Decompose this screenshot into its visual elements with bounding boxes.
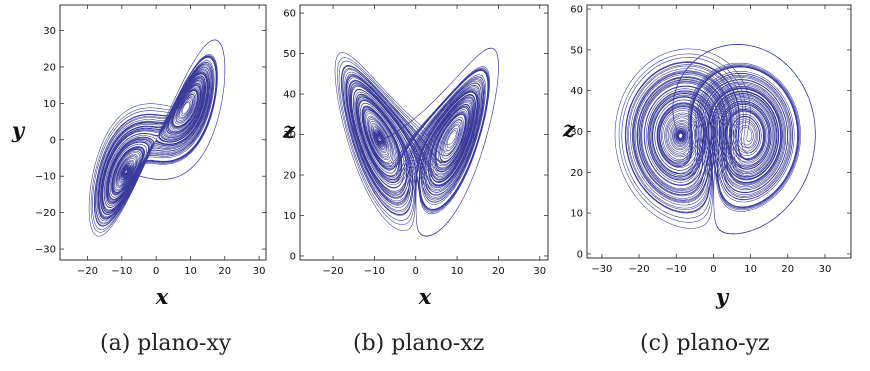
plot-frame: [299, 4, 549, 261]
y-tick-label: 0: [50, 135, 56, 146]
x-tick-label: 20: [781, 264, 794, 275]
y-tick-label: 50: [283, 49, 296, 60]
panel-b-xz-plane: −20 −10 0 10 20 30 0 10 20 30 40 50 60 x z (b) plano-xz: [282, 4, 549, 356]
y-tick-label: 50: [570, 45, 583, 56]
x-tick-label: 30: [819, 264, 832, 275]
x-tick-label: −10: [111, 266, 132, 277]
x-tick-label: 0: [153, 266, 159, 277]
y-tick-label: 0: [290, 251, 296, 262]
y-tick-label: 10: [43, 99, 56, 110]
x-axis-label: x: [155, 284, 169, 309]
y-axis-label: z: [282, 118, 296, 143]
x-tick-label: 30: [253, 266, 266, 277]
y-tick-label: 40: [570, 86, 583, 97]
x-tick-label: 30: [533, 266, 546, 277]
x-tick-label: −20: [629, 264, 650, 275]
x-tick-label: 20: [492, 266, 505, 277]
x-tick-label: 20: [218, 266, 231, 277]
x-tick-label: −10: [364, 266, 385, 277]
x-axis-label: x: [418, 284, 432, 309]
x-tick-label: −30: [591, 264, 612, 275]
y-tick-label: 30: [570, 127, 583, 138]
y-tick-label: 60: [570, 5, 583, 16]
x-tick-label: −20: [323, 266, 344, 277]
y-axis-label: y: [11, 118, 26, 143]
trajectory-line: [334, 47, 499, 237]
plot-frame: [59, 4, 267, 261]
x-tick-label: 10: [744, 264, 757, 275]
y-tick-label: −20: [35, 208, 56, 219]
y-axis-label: z: [562, 117, 576, 142]
x-tick-label: 0: [710, 264, 716, 275]
y-tick-label: 20: [43, 62, 56, 73]
y-tick-label: 30: [283, 130, 296, 141]
panel-caption: (a) plano-xy: [100, 331, 232, 356]
x-tick-label: −10: [666, 264, 687, 275]
y-tick-label: 10: [570, 209, 583, 220]
trajectory-line: [88, 39, 226, 237]
y-tick-label: 0: [577, 249, 583, 260]
x-tick-label: 10: [451, 266, 464, 277]
panel-caption: (c) plano-yz: [640, 331, 770, 356]
panel-a-xy-plane: −20 −10 0 10 20 30 −30 −20 −10 0 10 20 30 x y (a) plano…: [11, 4, 267, 356]
y-tick-label: 20: [283, 171, 296, 182]
y-tick-label: 30: [43, 26, 56, 37]
y-tick-label: −30: [35, 245, 56, 256]
x-tick-label: −20: [77, 266, 98, 277]
y-tick-label: 20: [570, 168, 583, 179]
x-tick-label: 0: [413, 266, 419, 277]
trajectory-line: [614, 44, 816, 235]
panel-caption: (b) plano-xz: [353, 331, 484, 356]
x-tick-label: 10: [184, 266, 197, 277]
y-tick-label: 10: [283, 211, 296, 222]
panel-c-yz-plane: −30 −20 −10 0 10 20 30 0 10 20 30 40 50 60 y z (c) plano…: [562, 4, 852, 356]
y-tick-label: 60: [283, 9, 296, 20]
y-tick-label: 40: [283, 90, 296, 101]
x-axis-label: y: [715, 284, 730, 309]
y-tick-label: −10: [35, 172, 56, 183]
